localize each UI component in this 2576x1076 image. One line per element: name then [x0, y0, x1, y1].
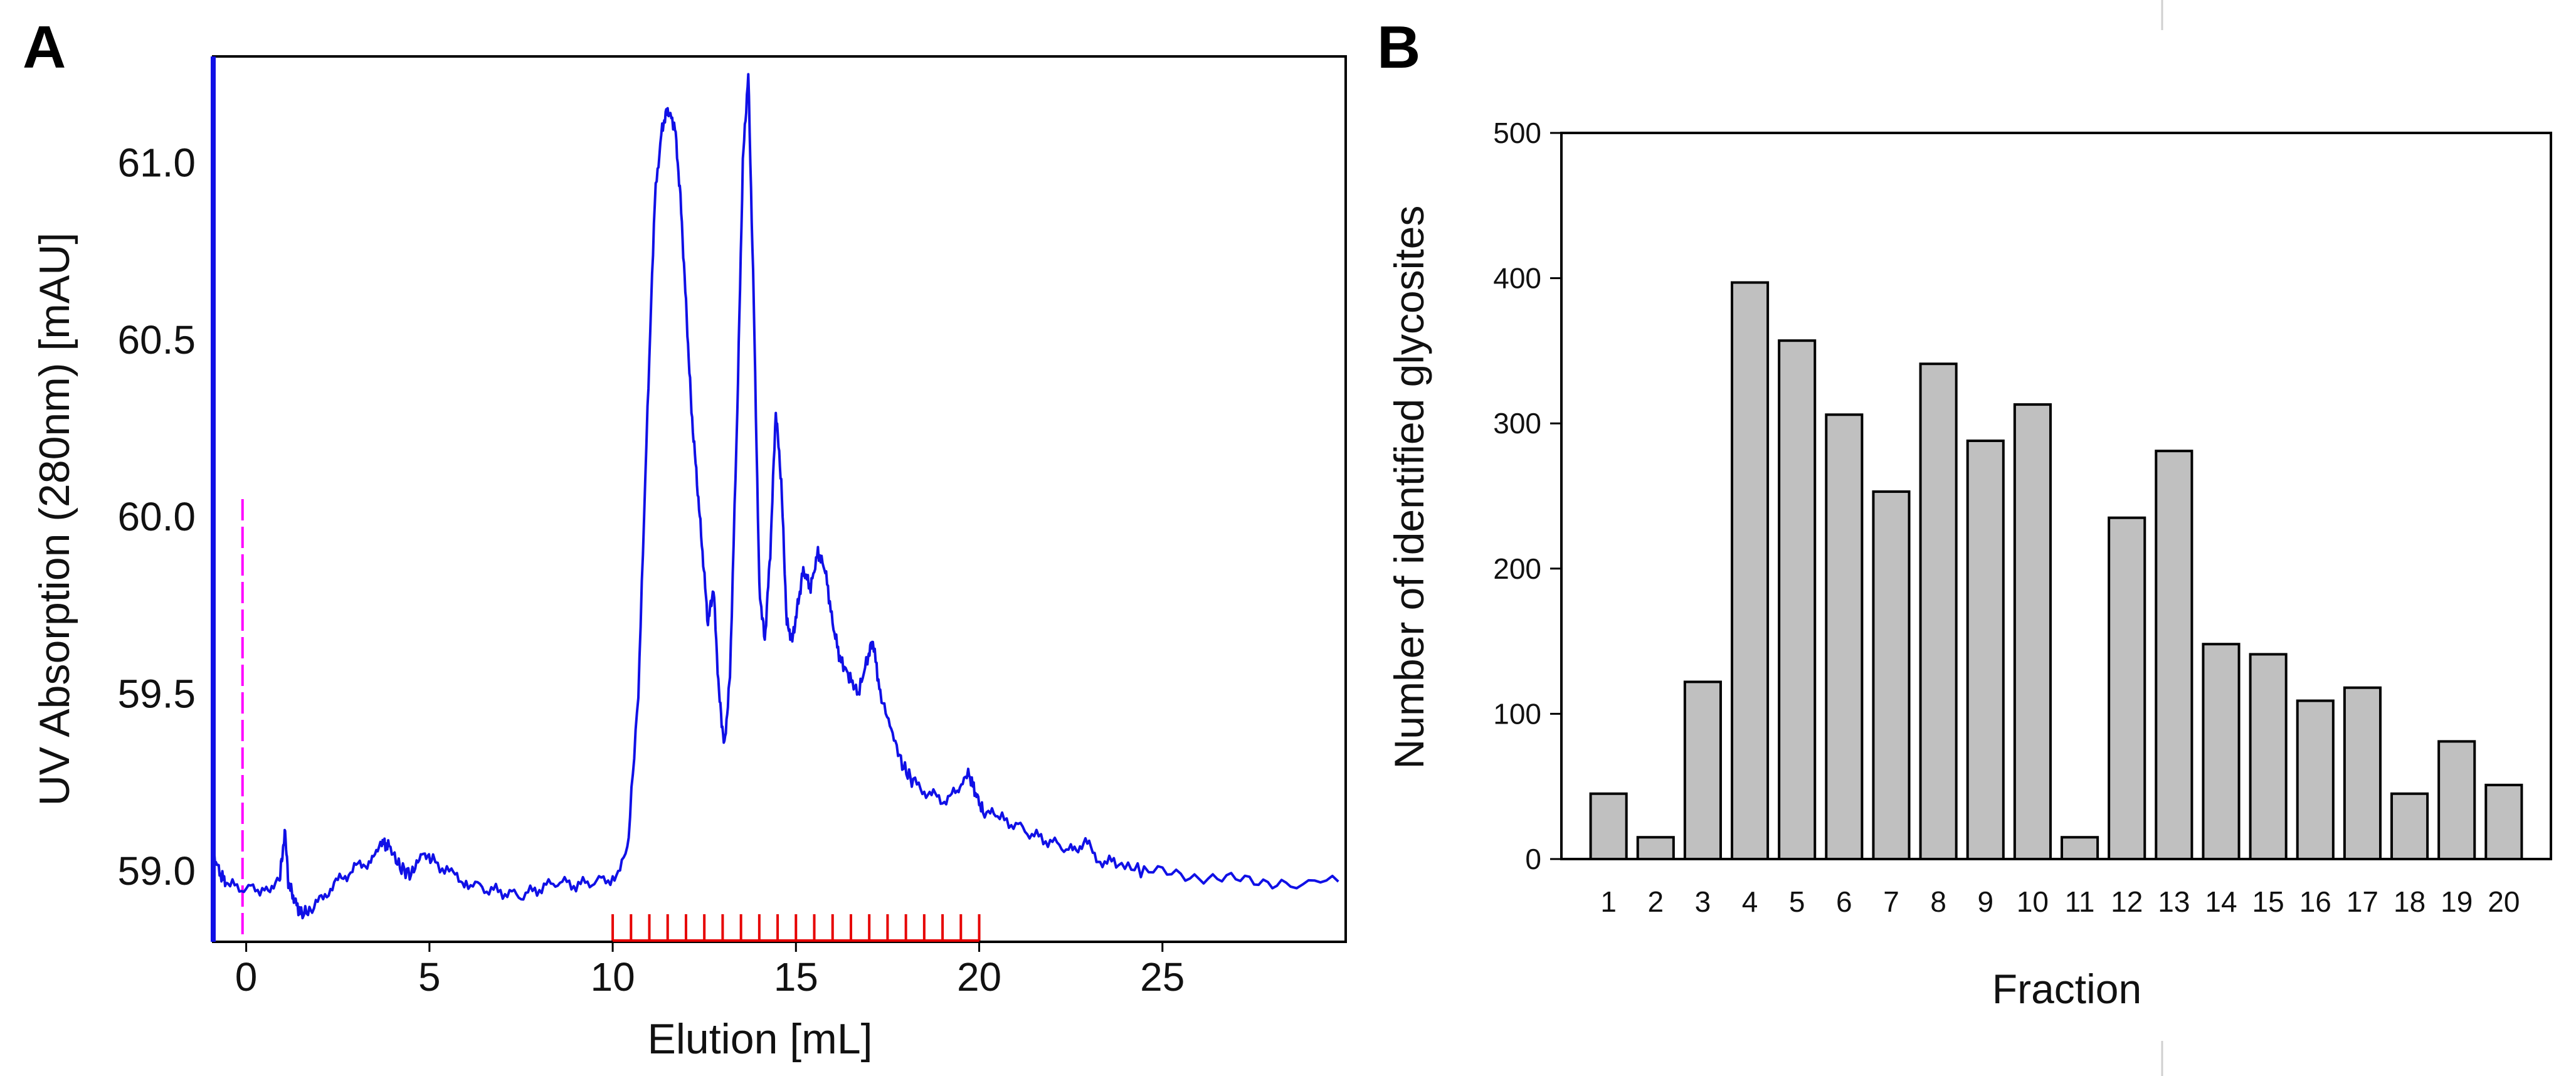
bar-fraction-8 — [1919, 362, 1958, 860]
bar-fraction-19 — [2437, 740, 2476, 861]
x-tick-label: 10 — [2017, 885, 2049, 918]
chart-b-x-ticks: 1 2 3 4 5 6 7 8 9 10 11 12 13 14 15 16 17 18 19 20 — [1600, 885, 2520, 918]
bar-fraction-7 — [1872, 490, 1911, 860]
chart-a-x-axis-label: Elution [mL] — [647, 1015, 872, 1063]
bar-fraction-15 — [2249, 653, 2288, 860]
y-tick-label: 60.5 — [117, 317, 196, 362]
x-tick-label: 5 — [418, 954, 441, 1000]
y-tick-label: 300 — [1493, 407, 1541, 440]
x-tick-label: 4 — [1742, 885, 1758, 918]
x-tick-label: 2 — [1647, 885, 1664, 918]
chart-a-plot-frame — [212, 55, 1347, 943]
bar-fraction-10 — [2013, 403, 2052, 860]
y-tick-label: 61.0 — [117, 140, 196, 185]
x-tick-label: 12 — [2111, 885, 2143, 918]
bar-fraction-2 — [1636, 836, 1675, 861]
bar-fraction-14 — [2202, 643, 2241, 861]
uv-absorption-trace — [212, 73, 1339, 920]
bar-fraction-1 — [1589, 792, 1628, 861]
chart-a-frame — [211, 55, 1347, 943]
panel-b-letter: B — [1377, 14, 1420, 81]
y-tick-label: 59.0 — [117, 848, 196, 894]
y-tick-label: 200 — [1493, 552, 1541, 585]
bar-fraction-3 — [1683, 680, 1722, 860]
x-tick-label: 7 — [1883, 885, 1899, 918]
panel-a-letter: A — [23, 14, 66, 81]
y-tick-label: 59.5 — [117, 672, 196, 717]
x-tick-label: 11 — [2065, 885, 2095, 918]
y-tick-label: 400 — [1493, 262, 1541, 295]
chart-a-y-ticks: 59.0 59.5 60.0 60.5 61.0 — [117, 140, 196, 894]
bar-fraction-16 — [2296, 699, 2335, 861]
x-tick-label: 25 — [1140, 954, 1185, 1000]
x-tick-label: 19 — [2441, 885, 2473, 918]
chart-a: 0 5 10 15 20 25 59.0 59.5 60.0 60.5 61.0 Elution … — [31, 55, 1347, 1063]
bar-fraction-17 — [2343, 686, 2382, 861]
chart-b: 1 2 3 4 5 6 7 8 9 10 11 12 13 14 15 16 17 18 19 20 01002003… — [1386, 117, 2552, 1012]
bar-fraction-9 — [1966, 439, 2005, 860]
x-tick-label: 15 — [2252, 885, 2284, 918]
chart-b-y-axis-label: Number of identified glycosites — [1386, 206, 1432, 769]
x-tick-label: 20 — [2488, 885, 2520, 918]
x-tick-label: 15 — [774, 954, 818, 1000]
x-tick-label: 14 — [2205, 885, 2237, 918]
y-tick-label: 0 — [1525, 843, 1541, 875]
x-tick-label: 10 — [590, 954, 635, 1000]
x-tick-label: 16 — [2299, 885, 2331, 918]
bar-fraction-5 — [1778, 339, 1817, 860]
chart-b-plot-frame — [1560, 132, 2552, 860]
chart-a-x-ticks: 0 5 10 15 20 25 — [235, 942, 1185, 1000]
chart-b-x-axis-label: Fraction — [1992, 966, 2141, 1012]
bar-fraction-4 — [1731, 281, 1770, 861]
y-tick-label: 60.0 — [117, 494, 196, 539]
y-tick-label: 500 — [1493, 117, 1541, 149]
chart-b-y-ticks: 0 100 200 300 400 500 — [1493, 117, 1561, 875]
x-tick-label: 20 — [957, 954, 1001, 1000]
x-tick-label: 18 — [2394, 885, 2426, 918]
x-tick-label: 5 — [1789, 885, 1805, 918]
y-tick-label: 100 — [1493, 697, 1541, 730]
bar-fraction-20 — [2484, 783, 2523, 861]
x-tick-label: 13 — [2158, 885, 2190, 918]
bar-fraction-13 — [2155, 450, 2193, 860]
bar-fraction-18 — [2390, 792, 2429, 861]
x-tick-label: 17 — [2346, 885, 2378, 918]
bar-fraction-11 — [2061, 836, 2099, 861]
bar-fraction-6 — [1825, 413, 1864, 860]
x-tick-label: 8 — [1930, 885, 1946, 918]
chart-b-bars — [1589, 281, 2523, 861]
bar-fraction-12 — [2108, 516, 2146, 860]
x-tick-label: 1 — [1600, 885, 1617, 918]
x-tick-label: 3 — [1695, 885, 1711, 918]
x-tick-label: 6 — [1836, 885, 1852, 918]
chart-b-frame — [1560, 132, 2552, 860]
x-tick-label: 0 — [235, 954, 258, 1000]
chart-a-fraction-marks — [611, 914, 981, 942]
x-tick-label: 9 — [1977, 885, 1993, 918]
chart-a-y-axis-label: UV Absorption (280nm) [mAU] — [31, 233, 78, 806]
chart-a-series — [212, 73, 1339, 920]
